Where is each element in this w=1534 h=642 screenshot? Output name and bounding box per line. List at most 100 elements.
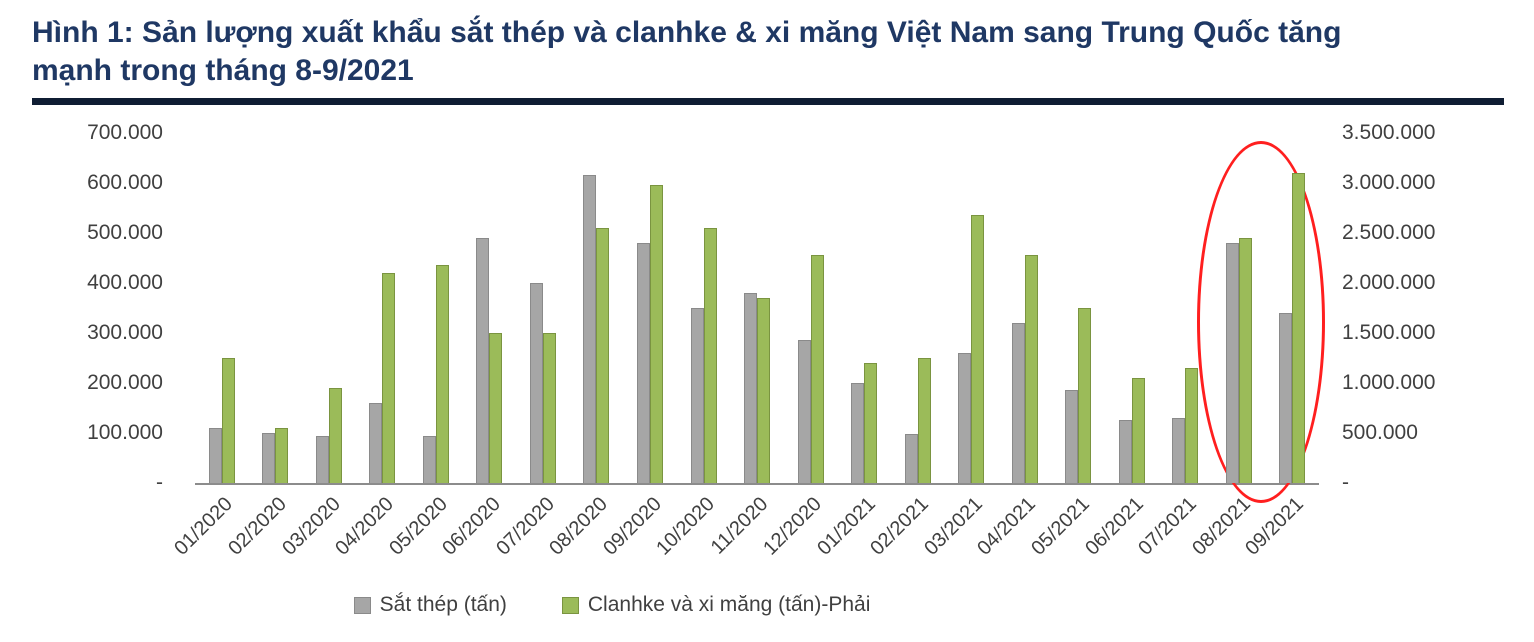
bar-pair bbox=[208, 358, 235, 483]
x-axis-label: 03/2020 bbox=[277, 493, 345, 560]
bar-pair bbox=[637, 185, 664, 483]
bar-chart: 700.000 600.000 500.000 400.000 300.000 200.0… bbox=[0, 115, 1534, 642]
clinker-bar bbox=[864, 363, 878, 483]
bar-group: 09/2020 bbox=[599, 133, 677, 560]
bar-pair bbox=[797, 255, 824, 483]
clinker-bar bbox=[1131, 378, 1145, 483]
steel-bar bbox=[1011, 323, 1025, 483]
bar-group: 07/2020 bbox=[492, 133, 570, 560]
x-axis-label: 08/2021 bbox=[1187, 493, 1255, 560]
bar-pair bbox=[315, 388, 342, 483]
steel-bar bbox=[797, 340, 811, 483]
x-axis-label: 05/2021 bbox=[1027, 493, 1094, 560]
x-axis-label: 07/2021 bbox=[1134, 493, 1201, 560]
bar-group: 06/2021 bbox=[1081, 133, 1159, 560]
steel-bar bbox=[1225, 243, 1239, 483]
steel-bar bbox=[1172, 418, 1186, 483]
clinker-bar bbox=[1078, 308, 1092, 483]
right-axis-tick: 1.000.000 bbox=[1342, 371, 1436, 394]
legend-label-steel: Sắt thép (tấn) bbox=[379, 593, 507, 616]
right-axis-tick: 2.500.000 bbox=[1342, 221, 1436, 244]
bar-pair bbox=[1065, 308, 1092, 483]
steel-bar bbox=[1118, 420, 1132, 483]
clinker-bar bbox=[650, 185, 664, 483]
x-axis-label: 06/2020 bbox=[438, 493, 505, 560]
steel-bar bbox=[422, 436, 436, 483]
steel-bar bbox=[904, 434, 918, 483]
clinker-bar bbox=[917, 358, 931, 483]
clinker-bar bbox=[1024, 255, 1038, 483]
right-axis-tick: - bbox=[1342, 471, 1349, 494]
bar-pair bbox=[744, 293, 771, 483]
bar-group: 11/2020 bbox=[707, 133, 784, 559]
right-axis-tick: 3.500.000 bbox=[1342, 121, 1436, 144]
x-axis-label: 01/2021 bbox=[813, 493, 880, 560]
bar-group: 04/2020 bbox=[331, 133, 410, 560]
left-axis-tick: 300.000 bbox=[87, 321, 163, 344]
x-axis-label: 05/2020 bbox=[384, 493, 452, 560]
bar-group: 05/2020 bbox=[385, 133, 463, 560]
clinker-bar bbox=[596, 228, 610, 483]
steel-bar bbox=[1065, 390, 1079, 483]
steel-bar bbox=[583, 175, 597, 483]
bar-group: 04/2021 bbox=[974, 133, 1052, 560]
bar-group: 08/2021 bbox=[1188, 133, 1266, 560]
steel-bar bbox=[690, 308, 704, 483]
steel-bar bbox=[637, 243, 651, 483]
clinker-swatch-icon bbox=[561, 596, 579, 614]
x-axis-label: 04/2021 bbox=[973, 493, 1041, 560]
legend-label-clinker: Clanhke và xi măng (tấn)-Phải bbox=[587, 593, 871, 616]
title-divider bbox=[32, 98, 1504, 105]
bar-pair bbox=[1172, 368, 1199, 483]
clinker-bar bbox=[1185, 368, 1199, 483]
clinker-bar bbox=[542, 333, 556, 483]
bar-pair bbox=[262, 428, 289, 483]
bar-group: 12/2020 bbox=[759, 133, 838, 560]
bar-pair bbox=[422, 265, 449, 483]
x-axis-label: 10/2020 bbox=[652, 493, 720, 560]
x-axis-label: 07/2020 bbox=[491, 493, 559, 560]
bar-pair bbox=[1225, 238, 1252, 483]
clinker-bar bbox=[275, 428, 289, 483]
clinker-bar bbox=[489, 333, 503, 483]
bar-group: 02/2021 bbox=[867, 133, 945, 560]
x-axis-label: 01/2020 bbox=[170, 493, 238, 560]
legend-item-steel: Sắt thép (tấn) bbox=[353, 593, 507, 617]
steel-bar bbox=[369, 403, 383, 483]
right-axis-tick: 1.500.000 bbox=[1342, 321, 1436, 344]
bar-group: 01/2021 bbox=[813, 133, 891, 560]
bar-group: 10/2020 bbox=[652, 133, 731, 560]
bar-pair bbox=[369, 273, 396, 483]
steel-swatch-icon bbox=[353, 596, 371, 614]
bar-group: 06/2020 bbox=[438, 133, 517, 560]
bar-group: 09/2021 bbox=[1241, 133, 1320, 560]
bar-pair bbox=[583, 175, 610, 483]
left-axis-tick: 500.000 bbox=[87, 221, 163, 244]
clinker-bar bbox=[221, 358, 235, 483]
left-axis-tick: 200.000 bbox=[87, 371, 163, 394]
steel-bar bbox=[851, 383, 865, 483]
x-axis-label: 02/2021 bbox=[866, 493, 934, 560]
bar-pair bbox=[851, 363, 878, 483]
figure-title-line1: Hình 1: Sản lượng xuất khẩu sắt thép và … bbox=[32, 16, 1342, 49]
right-axis-tick: 2.000.000 bbox=[1342, 271, 1436, 294]
figure-title-line2: mạnh trong tháng 8-9/2021 bbox=[32, 53, 414, 87]
right-axis-tick: 3.000.000 bbox=[1342, 171, 1436, 194]
bar-pair bbox=[958, 215, 985, 483]
bar-group: 05/2021 bbox=[1027, 133, 1106, 560]
clinker-bar bbox=[435, 265, 449, 483]
left-axis-tick: 400.000 bbox=[87, 271, 163, 294]
x-axis-label: 02/2020 bbox=[224, 493, 291, 560]
clinker-bar bbox=[1238, 238, 1252, 483]
clinker-bar bbox=[810, 255, 824, 483]
bar-pair bbox=[476, 238, 503, 483]
left-axis-tick: 700.000 bbox=[87, 121, 163, 144]
x-axis-label: 08/2020 bbox=[545, 493, 613, 560]
steel-bar bbox=[262, 433, 276, 483]
figure-title: Hình 1: Sản lượng xuất khẩu sắt thép và … bbox=[0, 0, 1534, 89]
plot-area: 01/2020 02/2020 03/2020 04/2020 05/2020 06/20… bbox=[171, 133, 1325, 560]
bar-group: 03/2020 bbox=[278, 133, 356, 560]
bar-pair bbox=[690, 228, 717, 483]
steel-bar bbox=[958, 353, 972, 483]
